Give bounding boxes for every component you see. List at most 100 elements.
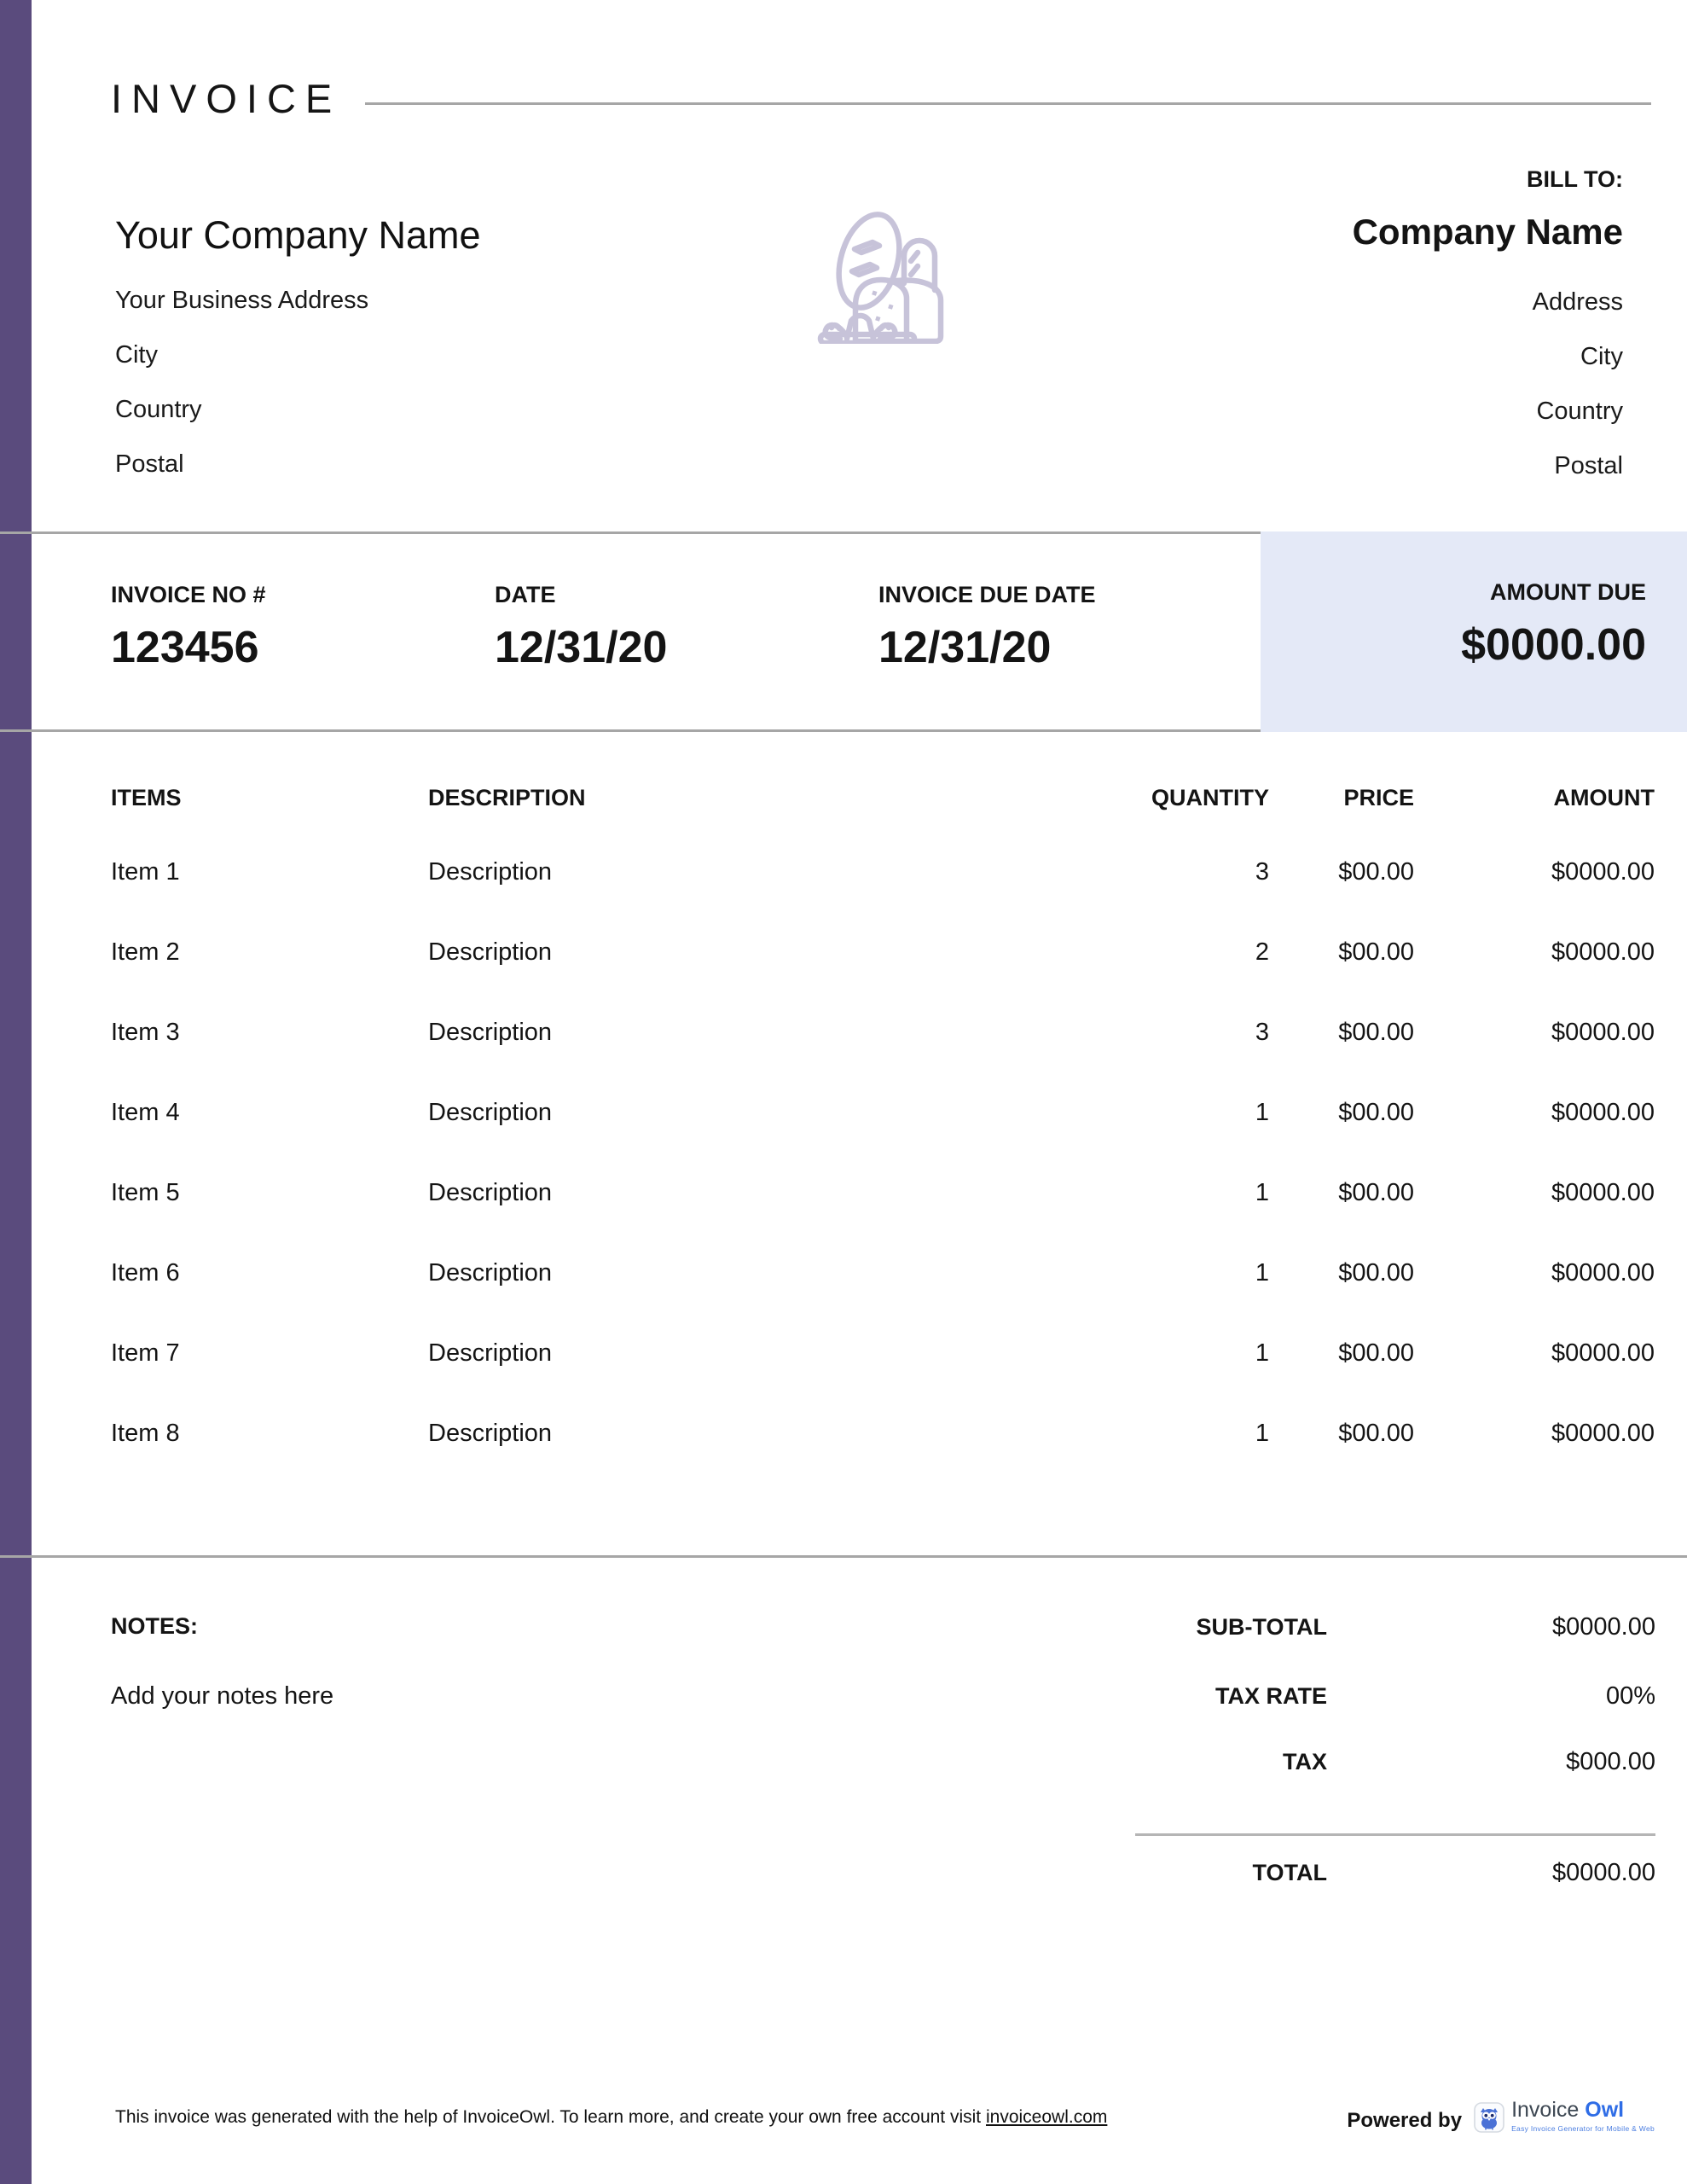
totals-row: TAX $000.00 [1135,1749,1655,1775]
amount-due-panel: AMOUNT DUE $0000.00 [1261,531,1687,732]
invoiceowl-link[interactable]: invoiceowl.com [985,2107,1108,2127]
bill-to-label: BILL TO: [1527,166,1623,192]
table-row: Item 5 Description 1 $00.00 $0000.00 [111,1153,1655,1233]
items-table-body: Item 1 Description 3 $00.00 $0000.00 Item 2 De… [111,832,1655,1473]
items-table-header: ITEMS DESCRIPTION QUANTITY PRICE AMOUNT [111,732,1655,810]
item-cell-description: Description [428,1018,553,1046]
item-cell-price: $00.00 [1338,938,1414,966]
item-cell-item: Item 3 [111,1018,180,1046]
bill-to-block: BILL TO: Company Name Address City Country… [1353,166,1623,493]
company-address-line: Postal [115,450,184,478]
owl-icon [1474,2102,1504,2133]
item-cell-quantity: 1 [1255,1339,1269,1367]
amount-due-label: AMOUNT DUE [1490,579,1646,605]
title-rule [365,102,1651,105]
item-cell-amount: $0000.00 [1551,938,1655,966]
item-cell-amount: $0000.00 [1551,1098,1655,1126]
item-cell-amount: $0000.00 [1551,1178,1655,1206]
footer: This invoice was generated with the help… [0,2083,1687,2134]
left-accent-bar [0,0,32,2184]
table-row: Item 4 Description 1 $00.00 $0000.00 [111,1072,1655,1153]
header-amount: AMOUNT [1553,785,1655,810]
bill-to-company-name: Company Name [1352,212,1623,252]
billto-address-line: Country [1536,398,1623,425]
parties-row: Your Company Name Your Business Address C… [115,166,1623,493]
invoice-due-date-value: 12/31/20 [878,623,1052,672]
invoice-due-date-label: INVOICE DUE DATE [878,582,1096,607]
brand-wordmark: Invoice Owl Easy Invoice Generator for M… [1511,2099,1655,2134]
table-row: Item 6 Description 1 $00.00 $0000.00 [111,1233,1655,1313]
invoice-due-date-group: INVOICE DUE DATE 12/31/20 [878,582,1096,729]
item-cell-description: Description [428,1258,553,1287]
invoice-date-value: 12/31/20 [495,623,668,672]
invoice-date-label: DATE [495,582,556,607]
item-cell-quantity: 1 [1255,1419,1269,1447]
total-value: $0000.00 [1552,1859,1655,1886]
item-cell-price: $00.00 [1338,1339,1414,1367]
totals-row-value: $000.00 [1566,1748,1655,1775]
item-cell-item: Item 2 [111,938,180,966]
item-cell-amount: $0000.00 [1551,1419,1655,1447]
table-row: Item 1 Description 3 $00.00 $0000.00 [111,832,1655,912]
company-address-line: Country [115,396,202,423]
item-cell-price: $00.00 [1338,1419,1414,1447]
invoice-number-group: INVOICE NO # 123456 [111,582,495,729]
item-cell-amount: $0000.00 [1551,857,1655,886]
item-cell-item: Item 5 [111,1178,180,1206]
brand-name: Invoice Owl [1511,2099,1655,2122]
item-cell-quantity: 1 [1255,1258,1269,1287]
item-cell-amount: $0000.00 [1551,1258,1655,1287]
totals-row-label: TAX RATE [1215,1683,1327,1709]
header-description: DESCRIPTION [428,785,586,810]
notes-text[interactable]: Add your notes here [111,1682,334,1710]
item-cell-quantity: 1 [1255,1178,1269,1206]
table-row: Item 3 Description 3 $00.00 $0000.00 [111,992,1655,1072]
powered-by-label: Powered by [1347,2109,1463,2132]
totals-row-label: TAX [1283,1749,1327,1774]
brand-tagline: Easy Invoice Generator for Mobile & Web [1511,2124,1655,2133]
total-label: TOTAL [1252,1860,1328,1885]
item-cell-quantity: 2 [1255,938,1269,966]
summary-bar-left: INVOICE NO # 123456 DATE 12/31/20 INVOIC… [0,531,1261,732]
table-row: Item 7 Description 1 $00.00 $0000.00 [111,1313,1655,1393]
item-cell-price: $00.00 [1338,857,1414,886]
title-row: INVOICE [111,75,1651,122]
amount-due-value: $0000.00 [1461,620,1646,670]
bakery-bread-icon [817,212,944,344]
company-address-line: Your Business Address [115,287,369,314]
item-cell-description: Description [428,1339,553,1367]
item-cell-description: Description [428,857,553,886]
item-cell-amount: $0000.00 [1551,1339,1655,1367]
footer-note: This invoice was generated with the help… [115,2107,1107,2128]
footer-note-text: This invoice was generated with the help… [115,2107,986,2127]
company-address-line: City [115,341,158,369]
totals-rows: SUB-TOTAL $0000.00 TAX RATE 00% TAX $000.00 [1135,1614,1655,1775]
item-cell-item: Item 8 [111,1419,180,1447]
item-cell-description: Description [428,1419,553,1447]
items-table: ITEMS DESCRIPTION QUANTITY PRICE AMOUNT … [0,732,1687,1473]
item-cell-description: Description [428,1098,553,1126]
header-items: ITEMS [111,785,182,810]
brand-name-owl: Owl [1585,2098,1625,2122]
totals-row: SUB-TOTAL $0000.00 [1135,1614,1655,1641]
summary-bar: INVOICE NO # 123456 DATE 12/31/20 INVOIC… [0,531,1687,732]
bill-to-address: Address City Country Postal [1353,275,1623,493]
totals-row-value: $0000.00 [1552,1613,1655,1641]
totals-block: SUB-TOTAL $0000.00 TAX RATE 00% TAX $000.00 T… [1135,1558,1655,1886]
notes-label: NOTES: [111,1613,199,1639]
item-cell-item: Item 1 [111,857,180,886]
item-cell-item: Item 7 [111,1339,180,1367]
item-cell-quantity: 3 [1255,857,1269,886]
item-cell-item: Item 6 [111,1258,180,1287]
brand-name-invoice: Invoice [1511,2098,1580,2122]
billto-address-line: City [1580,343,1623,370]
total-row: TOTAL $0000.00 [1135,1859,1656,1886]
invoice-number-label: INVOICE NO # [111,582,266,607]
notes-block: NOTES: Add your notes here [111,1558,333,1886]
item-cell-price: $00.00 [1338,1018,1414,1046]
item-cell-price: $00.00 [1338,1258,1414,1287]
header-price: PRICE [1343,785,1414,810]
totals-row: TAX RATE 00% [1135,1683,1655,1710]
page-title: INVOICE [111,76,342,121]
